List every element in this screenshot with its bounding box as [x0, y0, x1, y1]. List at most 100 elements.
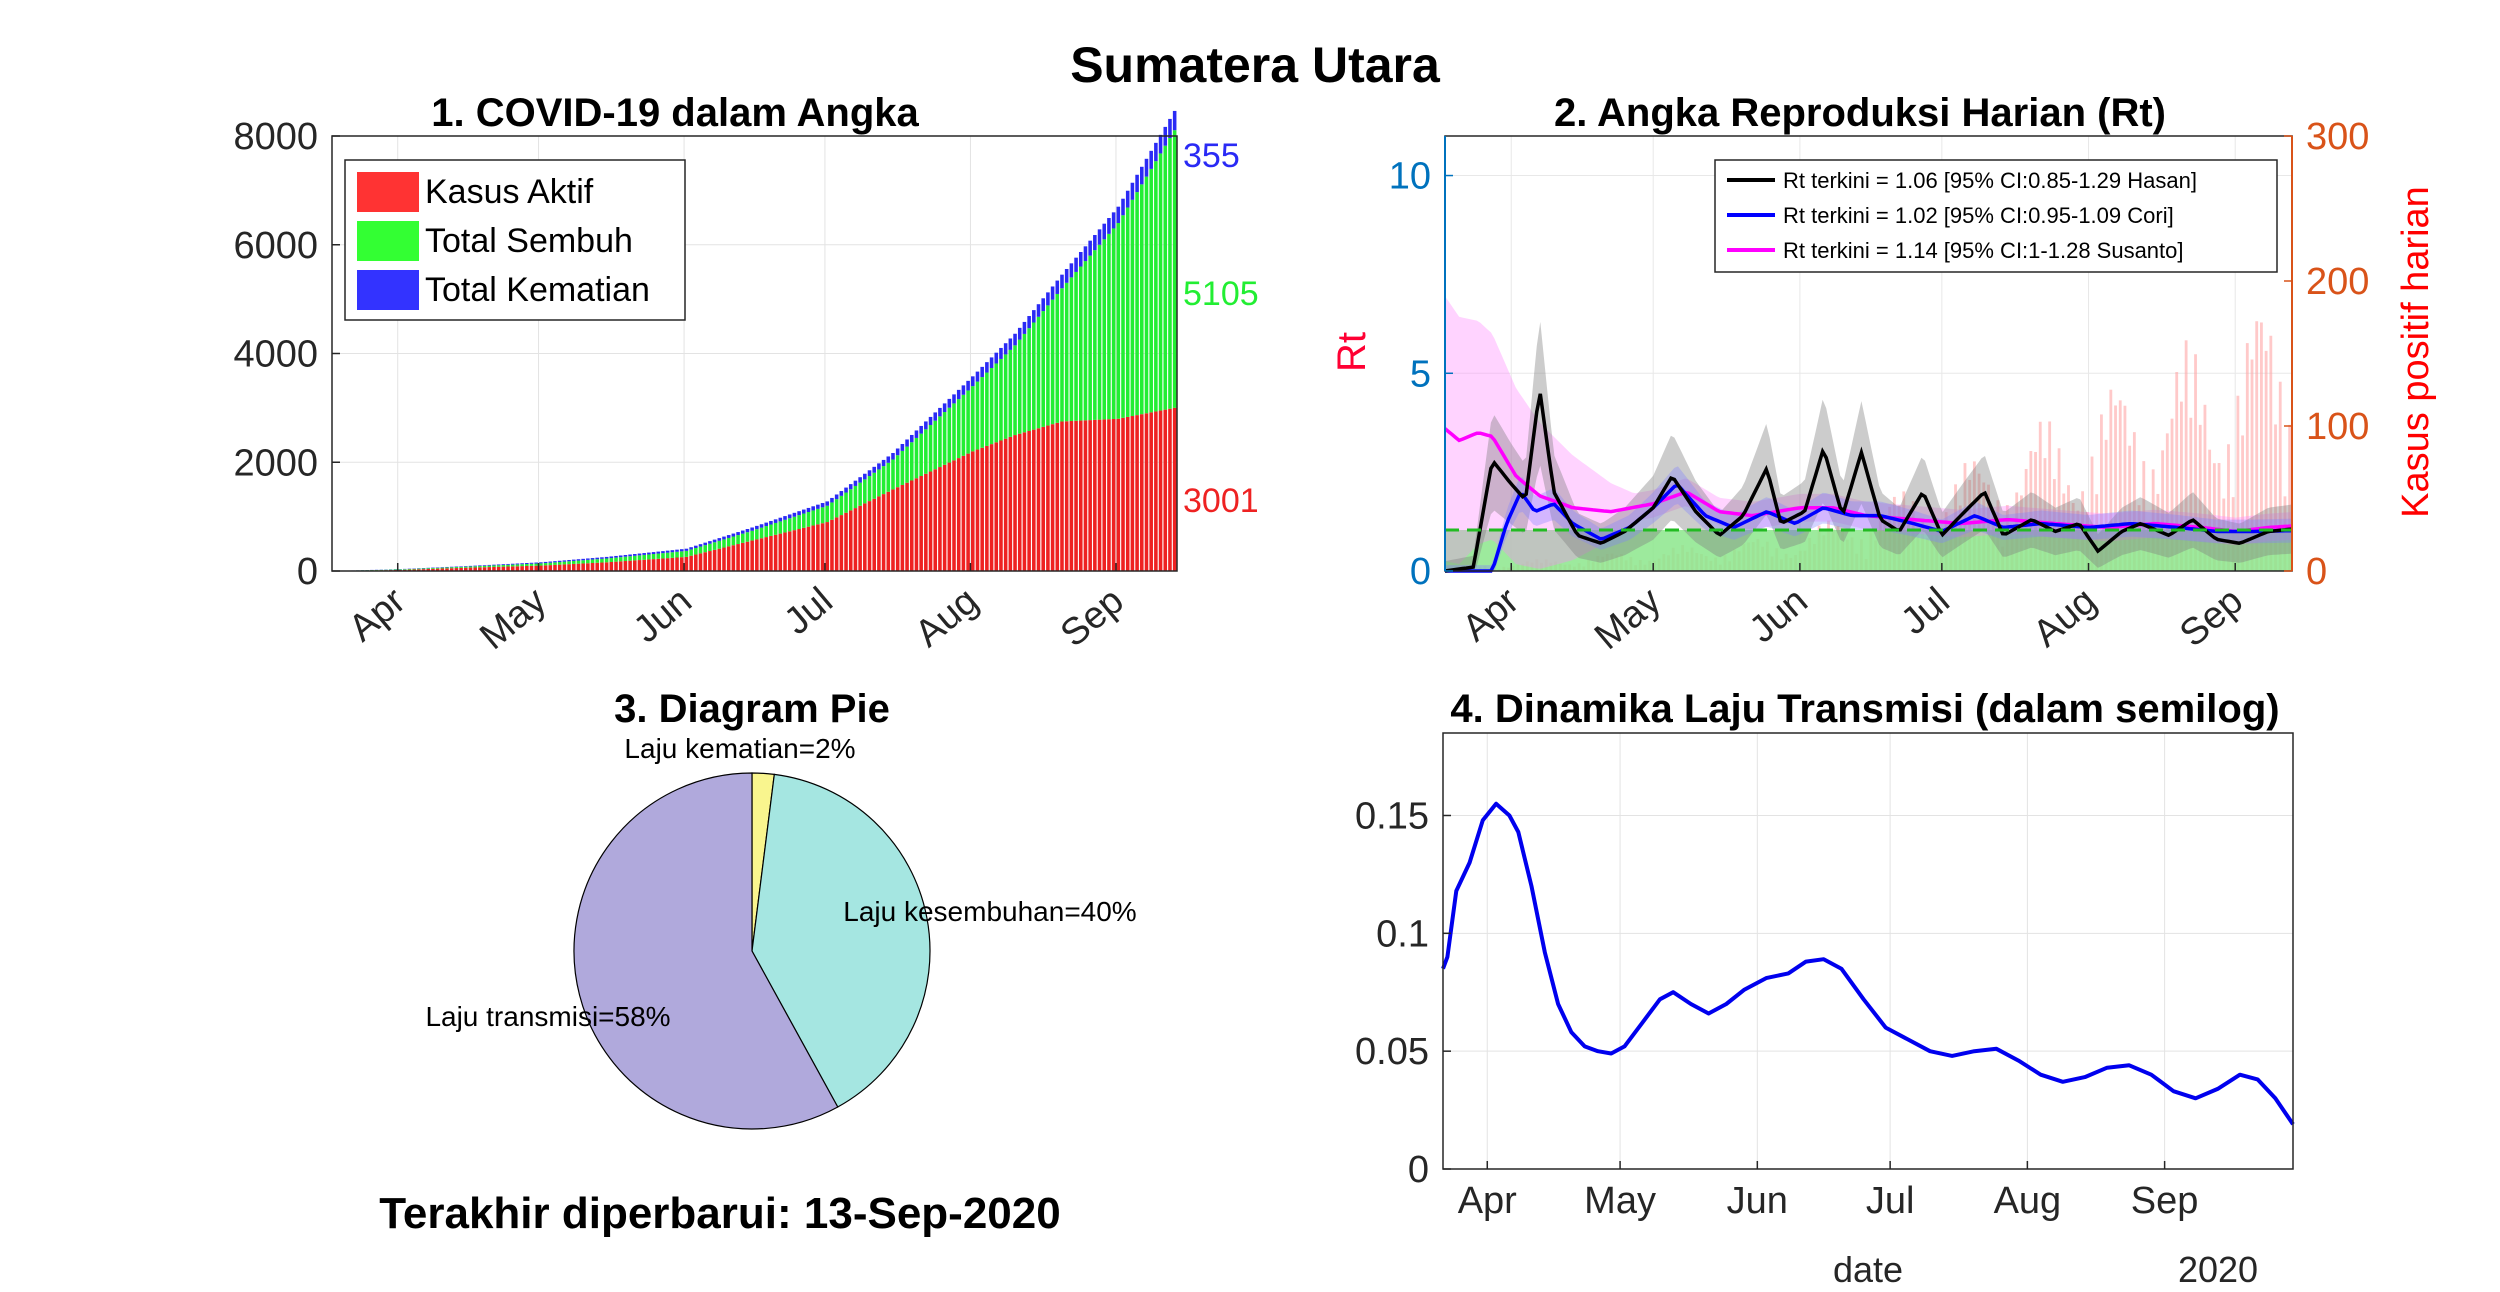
pie-label-recovery: Laju kesembuhan=40% — [843, 896, 1136, 927]
bar-recovered — [750, 530, 754, 541]
bar-recovered — [1078, 266, 1083, 421]
bar-deaths — [891, 453, 895, 460]
daily-case-bar — [2245, 343, 2249, 571]
bar-recovered — [520, 564, 524, 567]
bar-active — [435, 568, 440, 571]
bar-recovered — [679, 551, 684, 558]
daily-case-bar — [2180, 401, 2183, 571]
bar-active — [783, 532, 787, 571]
bar-recovered — [834, 499, 839, 518]
bar-deaths — [1102, 223, 1107, 240]
bar-recovered — [952, 403, 956, 461]
bar-deaths — [769, 520, 773, 525]
daily-case-bar — [2128, 445, 2132, 571]
bar-deaths — [1003, 343, 1008, 355]
y-tick-label: 4000 — [233, 334, 318, 376]
bar-active — [1093, 419, 1097, 571]
daily-case-bar — [2212, 463, 2216, 571]
bar-deaths — [947, 398, 952, 408]
bar-deaths — [764, 522, 769, 527]
bar-deaths — [464, 566, 468, 567]
panel-2-y-ticks-right: 0 100 200 300 — [2284, 116, 2369, 593]
bar-active — [431, 568, 435, 571]
bar-active — [694, 554, 698, 571]
bar-deaths — [694, 545, 698, 549]
bar-deaths — [858, 477, 862, 483]
bar-recovered — [539, 563, 543, 566]
bar-active — [736, 544, 740, 571]
bar-recovered — [534, 563, 538, 566]
y-tick-label: 2000 — [233, 442, 318, 484]
bar-deaths — [797, 511, 801, 516]
bar-recovered — [867, 476, 872, 502]
bar-active — [1027, 430, 1031, 571]
bar-recovered — [1172, 130, 1177, 408]
bar-recovered — [1130, 199, 1135, 417]
legend-swatch-deaths — [357, 270, 419, 310]
daily-case-bar — [2255, 321, 2259, 571]
bar-recovered — [661, 553, 665, 559]
legend-deaths: Total Kematian — [425, 271, 650, 309]
bar-deaths — [919, 425, 923, 434]
daily-case-bar — [1954, 484, 1957, 571]
bar-recovered — [844, 492, 848, 513]
bar-active — [731, 545, 736, 571]
bar-recovered — [562, 561, 567, 565]
bar-recovered — [1163, 145, 1168, 410]
bar-active — [1017, 433, 1022, 571]
bar-active — [609, 561, 614, 571]
bar-recovered — [600, 558, 604, 563]
bar-active — [1102, 419, 1107, 571]
bar-deaths — [539, 562, 543, 564]
bar-recovered — [1069, 277, 1074, 422]
bar-active — [726, 546, 731, 571]
bar-deaths — [1121, 198, 1125, 216]
bar-deaths — [656, 551, 661, 554]
bar-active — [426, 568, 431, 571]
bar-deaths — [830, 497, 834, 503]
bar-recovered — [891, 459, 895, 490]
bar-active — [492, 566, 496, 571]
bar-active — [473, 567, 477, 571]
panel-1-y-ticks: 0 2000 4000 6000 8000 — [233, 116, 340, 593]
bar-active — [759, 538, 764, 571]
bar-recovered — [595, 559, 600, 563]
bar-deaths — [956, 389, 961, 400]
bar-active — [1064, 421, 1069, 571]
bar-recovered — [989, 368, 994, 445]
bar-deaths — [1158, 134, 1163, 154]
bar-active — [562, 564, 567, 571]
legend-box-rt — [1714, 159, 2278, 273]
bar-recovered — [590, 559, 595, 563]
legend-active: Kasus Aktif — [425, 173, 594, 211]
bar-active — [952, 460, 956, 571]
bar-recovered — [848, 489, 853, 511]
daily-case-bar — [2260, 322, 2263, 571]
legend-susanto: Rt terkini = 1.14 [95% CI:1-1.28 Susanto… — [1783, 238, 2184, 263]
daily-case-bar — [2104, 439, 2108, 571]
bar-active — [806, 526, 811, 571]
bar-active — [994, 442, 999, 571]
bar-active — [867, 501, 872, 571]
panel-4-year: 2020 — [2178, 1249, 2258, 1290]
daily-case-bar — [2278, 381, 2282, 571]
y-tick-label: 0 — [1410, 551, 1431, 593]
daily-case-bar — [1968, 479, 1972, 571]
bar-active — [872, 498, 876, 571]
bar-deaths — [961, 385, 966, 395]
bar-recovered — [769, 524, 773, 536]
bar-recovered — [1032, 322, 1036, 430]
daily-case-bar — [2114, 405, 2117, 571]
bar-active — [947, 462, 952, 571]
bar-active — [1046, 425, 1050, 571]
bar-deaths — [853, 480, 858, 486]
panel-4-axes-box — [1442, 732, 2294, 1170]
bar-recovered — [825, 505, 830, 523]
bar-deaths — [750, 527, 754, 531]
pie-slice-transmission — [573, 772, 839, 1130]
bar-deaths — [755, 525, 759, 530]
y-tick-label: 5 — [1410, 353, 1431, 395]
bar-deaths — [1027, 316, 1031, 329]
bar-recovered — [773, 522, 778, 535]
bar-active — [553, 564, 557, 571]
